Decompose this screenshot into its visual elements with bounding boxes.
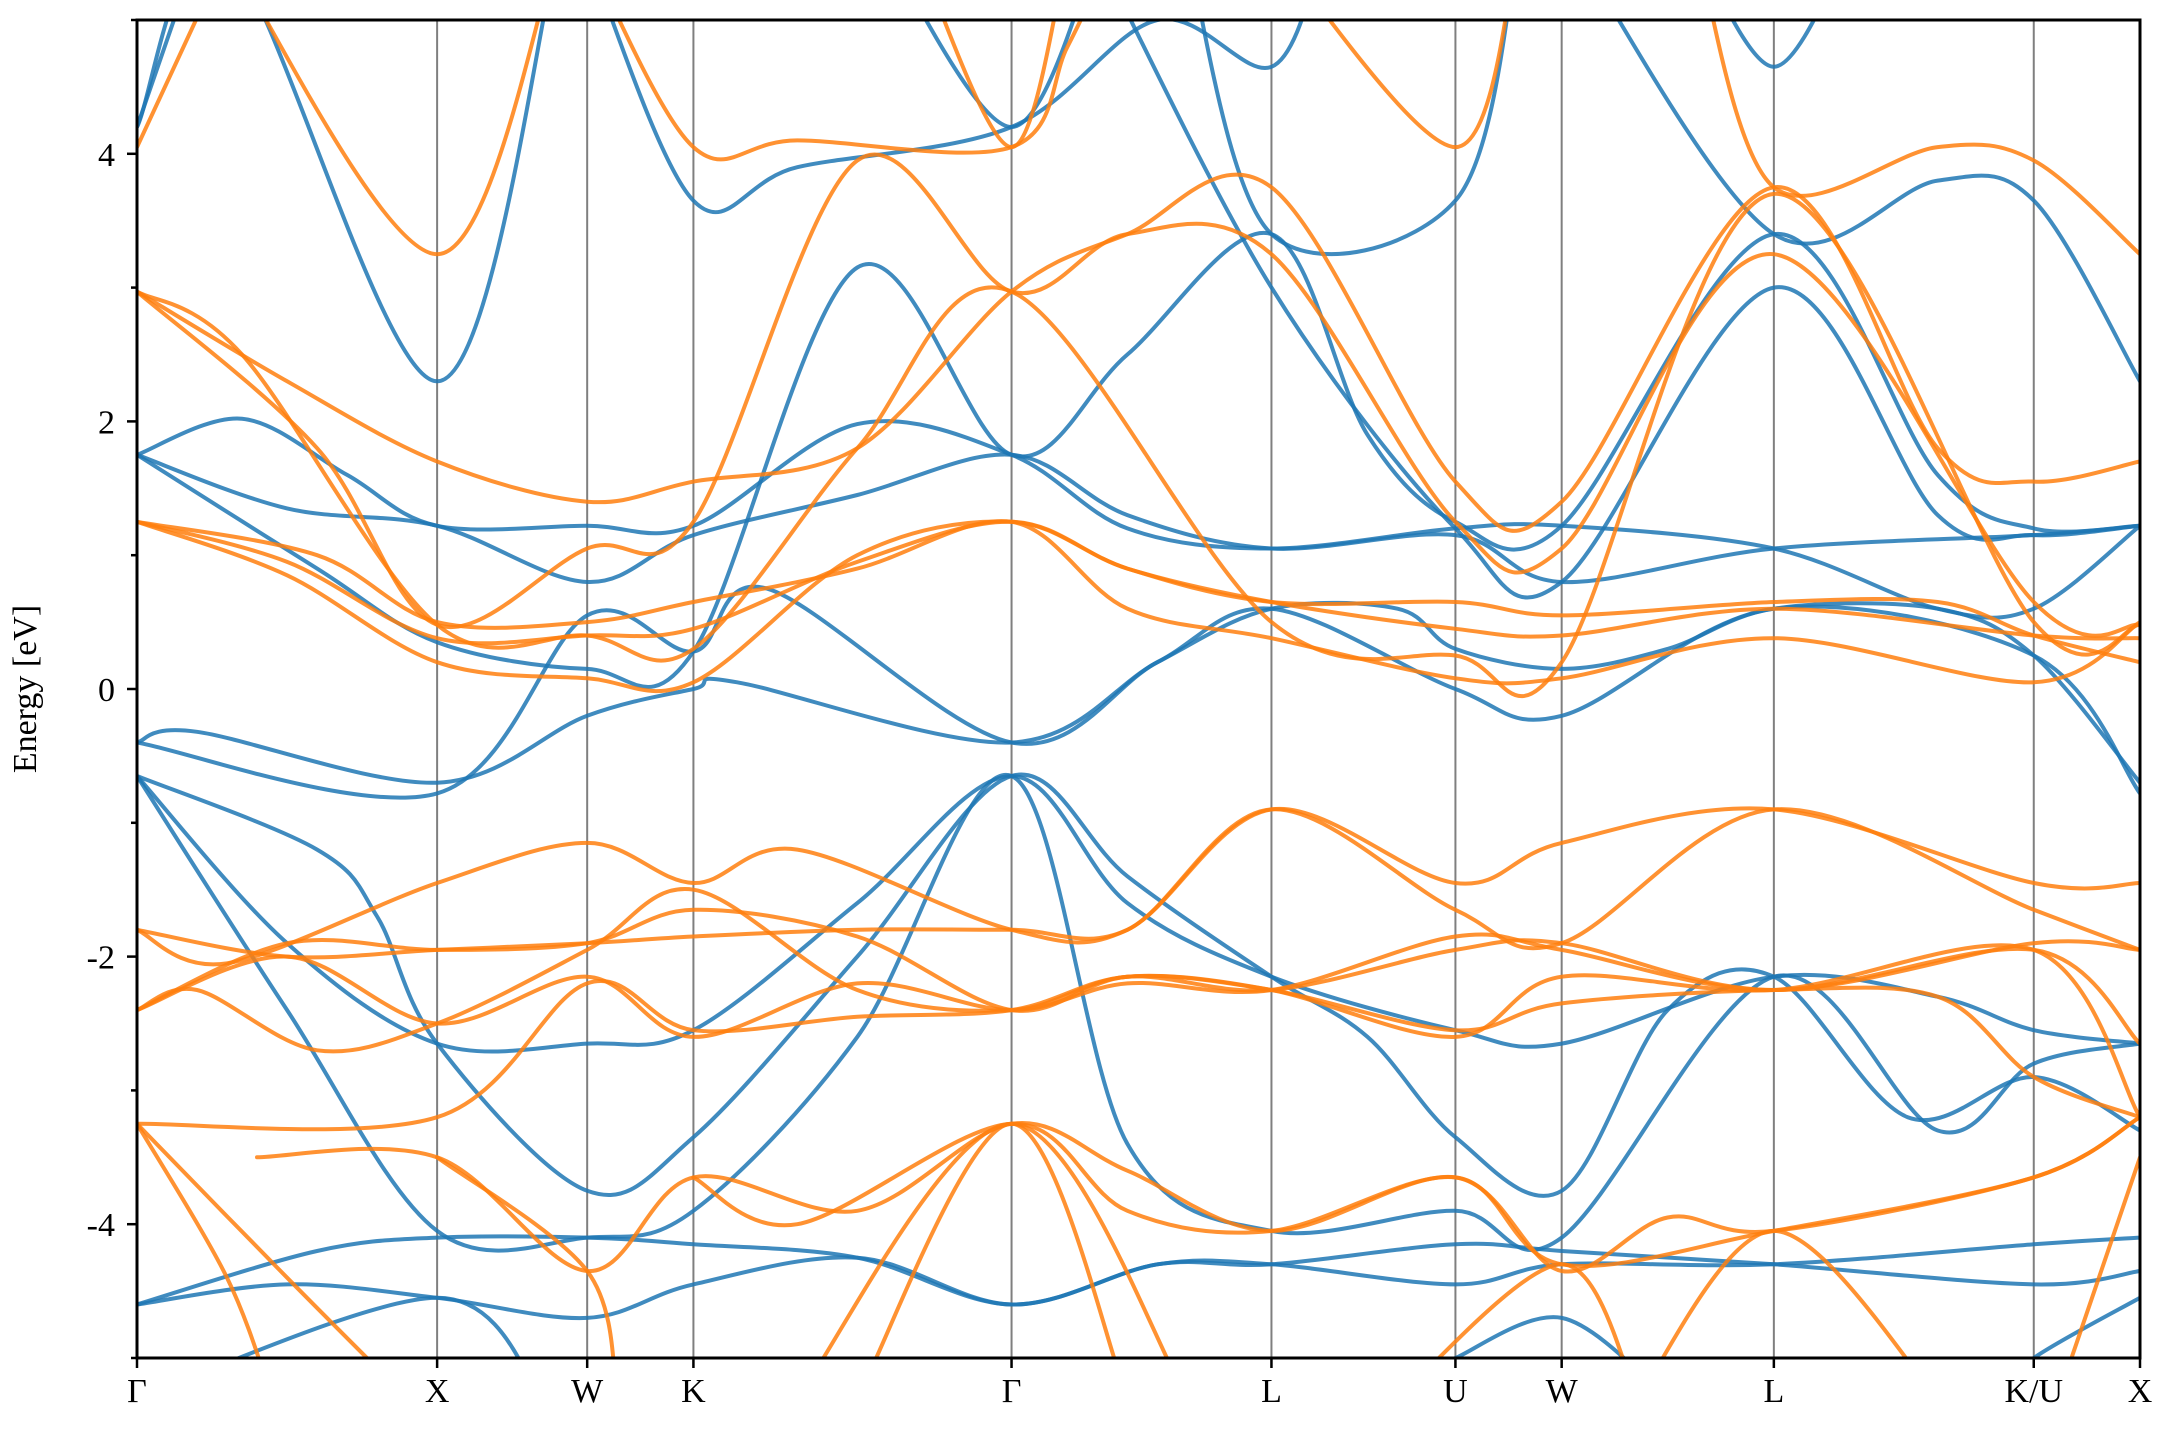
blue-band-line (137, 1234, 2140, 1307)
y-axis: -4 -2 0 2 4 (87, 18, 137, 1360)
blue-band-line (609, 20, 1304, 215)
blue-band-line (137, 452, 2140, 585)
blue-band-line (1616, 20, 2140, 384)
blue-band-line (1128, 20, 2140, 600)
y-tick-label: -2 (87, 940, 115, 977)
blue-band-line (233, 1295, 521, 1358)
orange-band-line (255, 1115, 2140, 1274)
blue-band-line (923, 20, 1076, 129)
x-tick-label: K/U (2004, 1373, 2063, 1410)
orange-band-line (137, 519, 2140, 686)
x-tick-label: W (1546, 1373, 1579, 1410)
y-tick-label: 2 (98, 404, 115, 441)
blue-band-line (1730, 20, 1817, 69)
orange-band-line (137, 20, 199, 150)
y-tick-label: -4 (87, 1207, 115, 1244)
orange-band-line (2069, 1155, 2140, 1358)
x-tick-label: X (2128, 1373, 2153, 1410)
blue-band-line (137, 230, 2140, 689)
orange-band-line (137, 152, 2140, 638)
orange-band-line (137, 519, 2140, 646)
x-tick-label: X (425, 1373, 450, 1410)
blue-band-line (137, 20, 546, 384)
orange-band-line (137, 191, 2140, 699)
orange-band-line (1436, 1262, 1625, 1358)
x-tick-label: Γ (1002, 1373, 1022, 1410)
x-tick-label: U (1443, 1373, 1468, 1410)
x-tick-label: Γ (127, 1373, 147, 1410)
y-tick-label: 4 (98, 137, 115, 174)
orange-band-line (137, 1121, 261, 1358)
x-tick-label: K (681, 1373, 706, 1410)
blue-band-line (137, 416, 2140, 620)
x-axis: Γ X W K Γ L U W L K/U X (127, 1358, 2152, 1410)
orange-band-line (691, 1115, 2140, 1269)
orange-band-line (137, 172, 2140, 533)
orange-band-line (137, 1121, 370, 1358)
orange-band-line (1327, 20, 1508, 150)
y-axis-label: Energy [eV] (7, 605, 44, 773)
blue-band-line (137, 20, 177, 129)
orange-band-line (1711, 20, 2140, 257)
x-tick-label: W (571, 1373, 604, 1410)
bands-group (137, 20, 2140, 1358)
x-tick-label: L (1261, 1373, 1282, 1410)
orange-band-line (263, 20, 541, 257)
blue-band-line (2030, 1295, 2140, 1358)
orange-band-line (435, 1155, 616, 1358)
orange-band-line (137, 807, 2140, 967)
orange-band-line (616, 20, 1084, 162)
blue-band-line (137, 774, 2140, 1054)
orange-band-line (941, 20, 1056, 150)
blue-band-line (137, 600, 2140, 785)
x-tick-label: L (1763, 1373, 1784, 1410)
y-tick-label: 0 (98, 672, 115, 709)
orange-band-line (874, 1121, 1117, 1358)
blue-band-line (137, 773, 2140, 1253)
orange-band-line (137, 973, 2140, 1132)
orange-band-line (1660, 1228, 1909, 1358)
blue-band-line (1453, 1315, 1628, 1358)
blue-band-line (1199, 20, 1509, 257)
